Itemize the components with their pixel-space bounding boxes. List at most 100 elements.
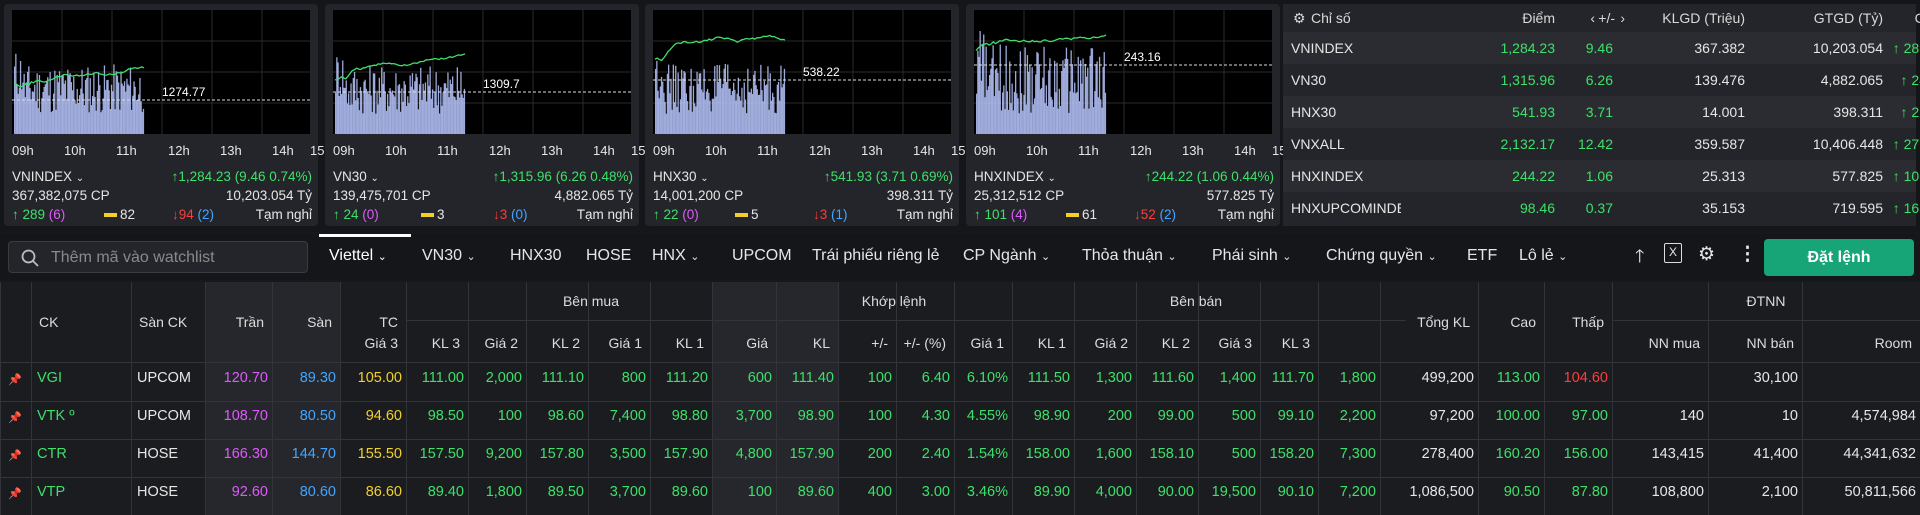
col-header-pm[interactable]: +/- <box>871 335 888 351</box>
index-card-hnx30[interactable]: 538.22 09h 10h 11h 12h 13h 14h 15h HNX30 ⌄ ↑541… <box>645 4 973 226</box>
col-header-nnban[interactable]: NN bán <box>1746 335 1794 351</box>
more-menu-icon[interactable]: ⋮ <box>1738 244 1757 265</box>
index-row[interactable]: HNXINDEX 244.22 1.06 25.313 577.825 ↑ 10… <box>1283 160 1920 192</box>
time-tick: 09h <box>653 143 675 158</box>
col-header-tc[interactable]: TC <box>379 314 398 330</box>
pin-icon[interactable]: 📌 <box>8 450 22 462</box>
tab-hose[interactable]: HOSE <box>586 247 632 264</box>
header-prev-icon[interactable]: ‹ <box>1590 10 1595 26</box>
time-tick: 09h <box>12 143 34 158</box>
cell-4: 155.50 <box>357 446 402 462</box>
ceiling-count: (6) <box>48 207 66 222</box>
index-row[interactable]: VNINDEX 1,284.23 9.46 367.382 10,203.054… <box>1283 32 1920 64</box>
cell-1: UPCOM <box>137 370 191 386</box>
col-header-sanp[interactable]: Sàn <box>307 314 332 330</box>
col-header-kl3[interactable]: KL 3 <box>431 335 460 351</box>
place-order-button[interactable]: Đặt lệnh <box>1764 239 1914 276</box>
tab-thỏa-thuận[interactable]: Thỏa thuận ⌄ <box>1082 247 1177 264</box>
header-next-icon[interactable]: › <box>1620 10 1625 26</box>
col-header-gia3[interactable]: Giá 3 <box>364 335 398 351</box>
ceiling-count: (0) <box>362 207 379 222</box>
col-header-pmp[interactable]: +/- (%) <box>903 335 946 351</box>
col-header-sgia2[interactable]: Giá 2 <box>1094 335 1128 351</box>
cell-2: 120.70 <box>223 370 268 386</box>
index-row-value: 10,406.448 <box>1812 136 1883 152</box>
col-header-skl1[interactable]: KL 1 <box>1037 335 1066 351</box>
cell-25: 41,400 <box>1753 446 1798 462</box>
session-status: Tạm nghỉ <box>255 207 312 222</box>
cell-16: 4,000 <box>1095 484 1132 500</box>
declines: ↓94 <box>172 207 194 222</box>
time-tick: 12h <box>489 143 511 158</box>
index-row-change: 9.46 <box>1585 40 1613 56</box>
ceiling-count: (4) <box>1010 207 1028 222</box>
excel-export-icon[interactable]: X <box>1664 243 1682 263</box>
index-card-vnindex[interactable]: 1274.77 09h 10h 11h 12h 13h 14h 15h VNINDEX ⌄ ↑… <box>4 4 332 226</box>
tab-lô-lẻ[interactable]: Lô lẻ ⌄ <box>1519 247 1568 264</box>
index-name[interactable]: VN30 ⌄ <box>333 169 379 184</box>
col-header-ck[interactable]: CK <box>39 314 59 330</box>
time-tick: 14h <box>272 143 294 158</box>
tab-vn30[interactable]: VN30 ⌄ <box>422 247 476 264</box>
col-header-sgia3[interactable]: Giá 3 <box>1218 335 1252 351</box>
tab-hnx[interactable]: HNX ⌄ <box>652 247 700 264</box>
chevron-down-icon: ⌄ <box>1427 251 1437 263</box>
tab-upcom[interactable]: UPCOM <box>732 247 792 264</box>
tab-etf[interactable]: ETF <box>1467 247 1498 264</box>
settings-gear-icon[interactable]: ⚙ <box>1698 244 1716 265</box>
col-header-tran[interactable]: Trần <box>235 314 264 330</box>
col-header-gia1[interactable]: Giá 1 <box>608 335 642 351</box>
pin-icon[interactable]: 📌 <box>8 488 22 500</box>
time-tick: 14h <box>593 143 615 158</box>
cell-11: 111.40 <box>791 370 834 386</box>
col-header-gia[interactable]: Giá <box>746 335 768 351</box>
upload-icon[interactable]: 🡑 <box>1635 246 1645 266</box>
col-header-thap[interactable]: Thấp <box>1572 314 1604 330</box>
cell-2: 166.30 <box>223 446 268 462</box>
col-header-nnmua[interactable]: NN mua <box>1648 335 1700 351</box>
cell-24: 140 <box>1679 408 1704 424</box>
col-header-san[interactable]: Sàn CK <box>139 314 188 330</box>
price-board: CK Sàn CK Trần Sàn TC Tổng KL Cao Thấp Bên mua Kh… <box>0 282 1920 515</box>
index-row[interactable]: HNX30 541.93 3.71 14.001 398.311 ↑ 22 5 … <box>1283 96 1920 128</box>
advances: ↑ 289 <box>12 207 46 222</box>
pin-icon[interactable]: 📌 <box>8 412 22 424</box>
col-header-gia2[interactable]: Giá 2 <box>484 335 518 351</box>
col-header-cao[interactable]: Cao <box>1510 314 1536 330</box>
tab-phái-sinh[interactable]: Phái sinh ⌄ <box>1212 247 1292 264</box>
index-name[interactable]: HNXINDEX ⌄ <box>974 169 1056 184</box>
card-row-3: ↑ 289 (6) 82 ↓94 (2) Tạm nghỉ <box>12 207 312 224</box>
cell-9: 157.90 <box>663 446 708 462</box>
index-card-vn30[interactable]: 1309.7 09h 10h 11h 12h 13h 14h 15h VN30 ⌄ ↑1,31… <box>325 4 653 226</box>
col-header-room[interactable]: Room <box>1874 335 1912 351</box>
unchanged-bar-icon <box>735 213 748 218</box>
pin-icon[interactable]: 📌 <box>8 374 22 386</box>
col-header-sgia1[interactable]: Giá 1 <box>970 335 1004 351</box>
index-row[interactable]: VNXALL 2,132.17 12.42 359.587 10,406.448… <box>1283 128 1920 160</box>
tab-trái-phiếu-riêng-lẻ[interactable]: Trái phiếu riêng lẻ <box>812 247 940 264</box>
watchlist-search-input[interactable]: Thêm mã vào watchlist <box>8 241 308 273</box>
col-header-skl3[interactable]: KL 3 <box>1281 335 1310 351</box>
gear-icon[interactable]: ⚙ <box>1293 10 1306 26</box>
index-row[interactable]: VN30 1,315.96 6.26 139.476 4,882.065 ↑ 2… <box>1283 64 1920 96</box>
col-header-kl[interactable]: KL <box>812 335 830 351</box>
tab-chứng-quyền[interactable]: Chứng quyền ⌄ <box>1326 247 1437 264</box>
cell-13: 2.40 <box>921 446 950 462</box>
cell-22: 100.00 <box>1495 408 1540 424</box>
index-row[interactable]: HNXUPCOMINDE 98.46 0.37 35.153 719.595 ↑… <box>1283 192 1920 224</box>
tab-viettel[interactable]: Viettel ⌄ <box>329 247 387 264</box>
cell-0: CTR <box>37 446 67 462</box>
tab-cp-ngành[interactable]: CP Ngành ⌄ <box>963 247 1051 264</box>
index-name[interactable]: HNX30 ⌄ <box>653 169 709 184</box>
col-header-kl1[interactable]: KL 1 <box>675 335 704 351</box>
cell-20: 2,200 <box>1339 408 1376 424</box>
cell-14: 6.10% <box>966 370 1008 386</box>
tab-hnx30[interactable]: HNX30 <box>510 247 562 264</box>
col-header-kl2[interactable]: KL 2 <box>551 335 580 351</box>
col-header-tongkl[interactable]: Tổng KL <box>1417 314 1470 330</box>
index-name[interactable]: VNINDEX ⌄ <box>12 169 85 184</box>
col-header-skl2[interactable]: KL 2 <box>1161 335 1190 351</box>
